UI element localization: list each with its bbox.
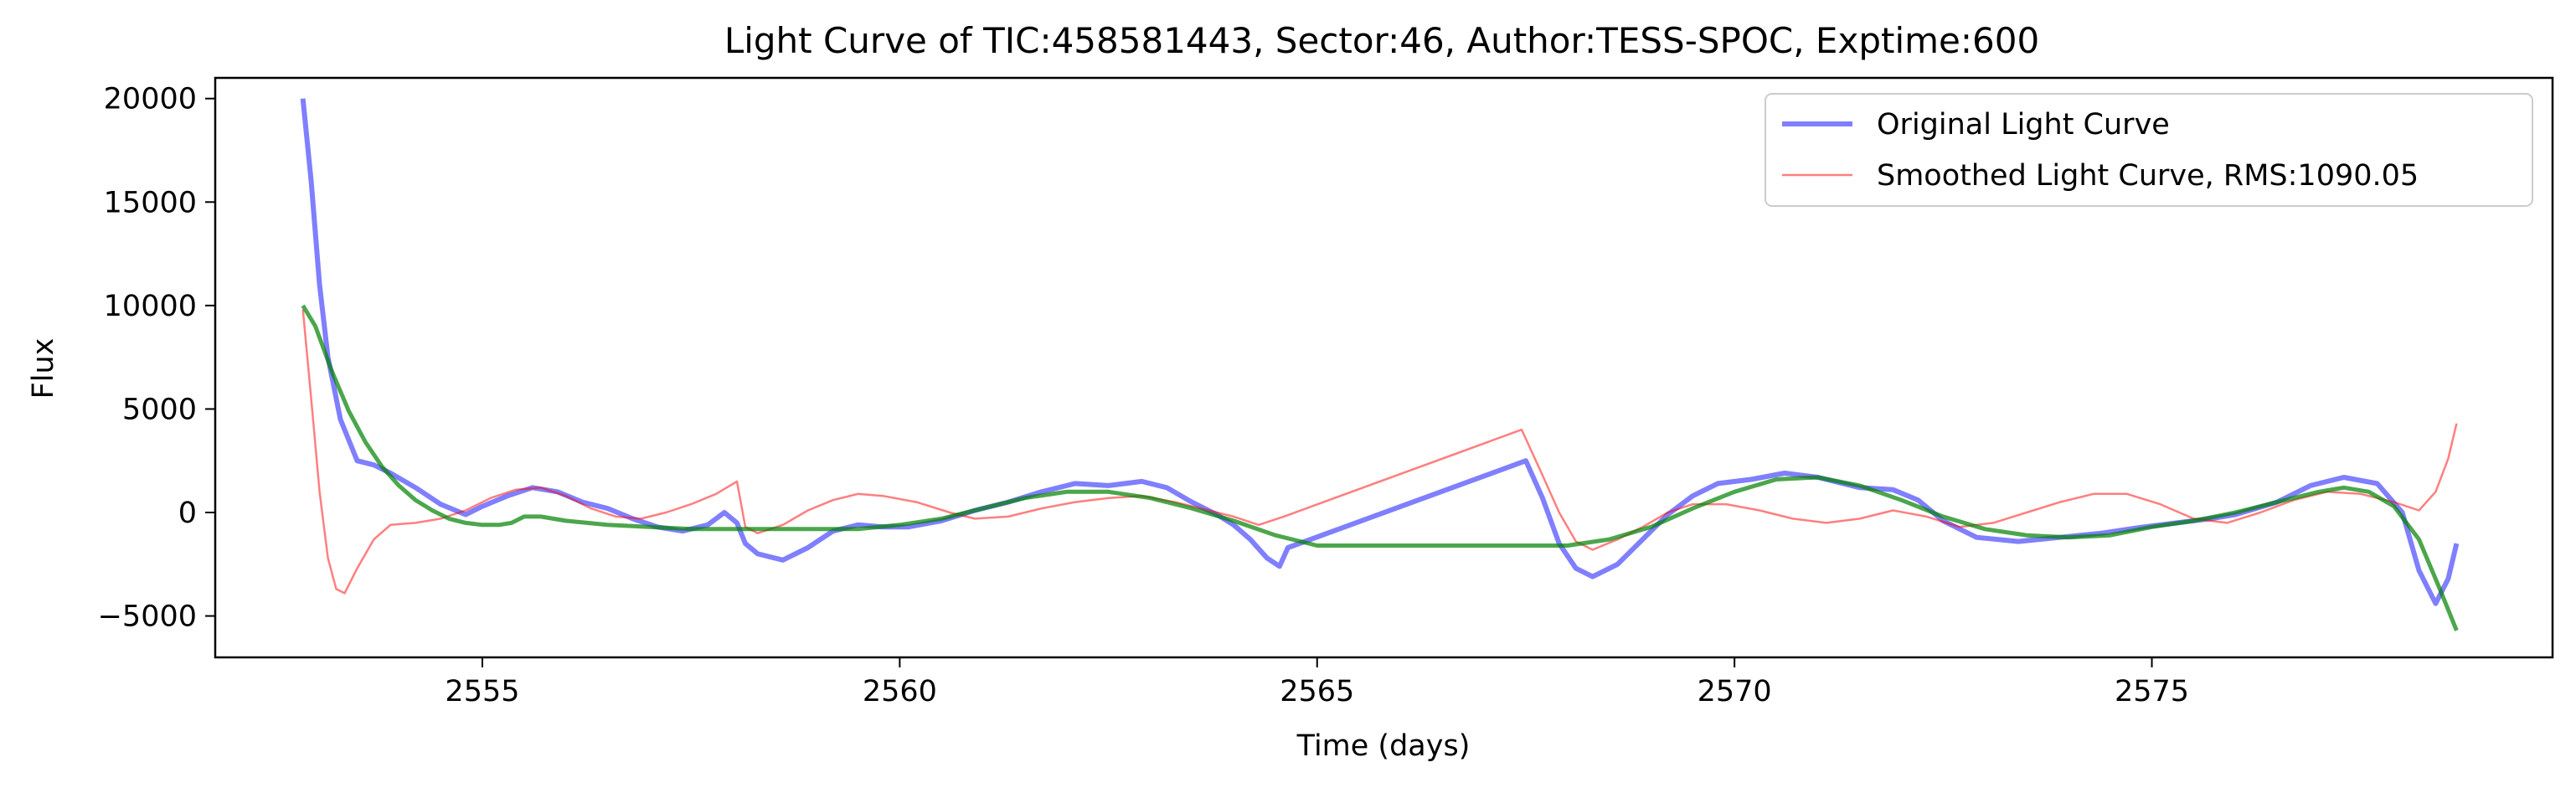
chart-title: Light Curve of TIC:458581443, Sector:46,… bbox=[724, 20, 2039, 61]
legend-label-original: Original Light Curve bbox=[1877, 108, 2170, 142]
series-trend-line bbox=[301, 304, 2459, 631]
y-tick-label: 15000 bbox=[104, 186, 197, 219]
y-tick-label: 0 bbox=[178, 497, 197, 530]
legend: Original Light Curve Smoothed Light Curv… bbox=[1765, 93, 2533, 207]
x-axis: 2555 2560 2565 2570 2575 bbox=[445, 657, 2189, 708]
x-axis-label: Time (days) bbox=[1296, 729, 1471, 763]
y-tick-label: 10000 bbox=[104, 290, 197, 323]
y-tick-label: 5000 bbox=[122, 393, 197, 426]
plot-frame bbox=[214, 76, 2554, 659]
y-tick-label: 20000 bbox=[104, 83, 197, 116]
y-tick-label: −5000 bbox=[98, 600, 197, 634]
x-tick-label: 2570 bbox=[1698, 675, 1772, 708]
x-tick-label: 2560 bbox=[863, 675, 937, 708]
legend-box bbox=[1765, 93, 2533, 207]
series-layer bbox=[300, 98, 2460, 631]
y-axis-label: Flux bbox=[27, 338, 60, 399]
x-tick-label: 2575 bbox=[2115, 675, 2189, 708]
x-tick-label: 2565 bbox=[1280, 675, 1354, 708]
x-tick-label: 2555 bbox=[445, 675, 519, 708]
legend-label-smoothed: Smoothed Light Curve, RMS:1090.05 bbox=[1877, 159, 2419, 193]
y-axis: −5000 0 5000 10000 15000 20000 bbox=[98, 83, 215, 634]
